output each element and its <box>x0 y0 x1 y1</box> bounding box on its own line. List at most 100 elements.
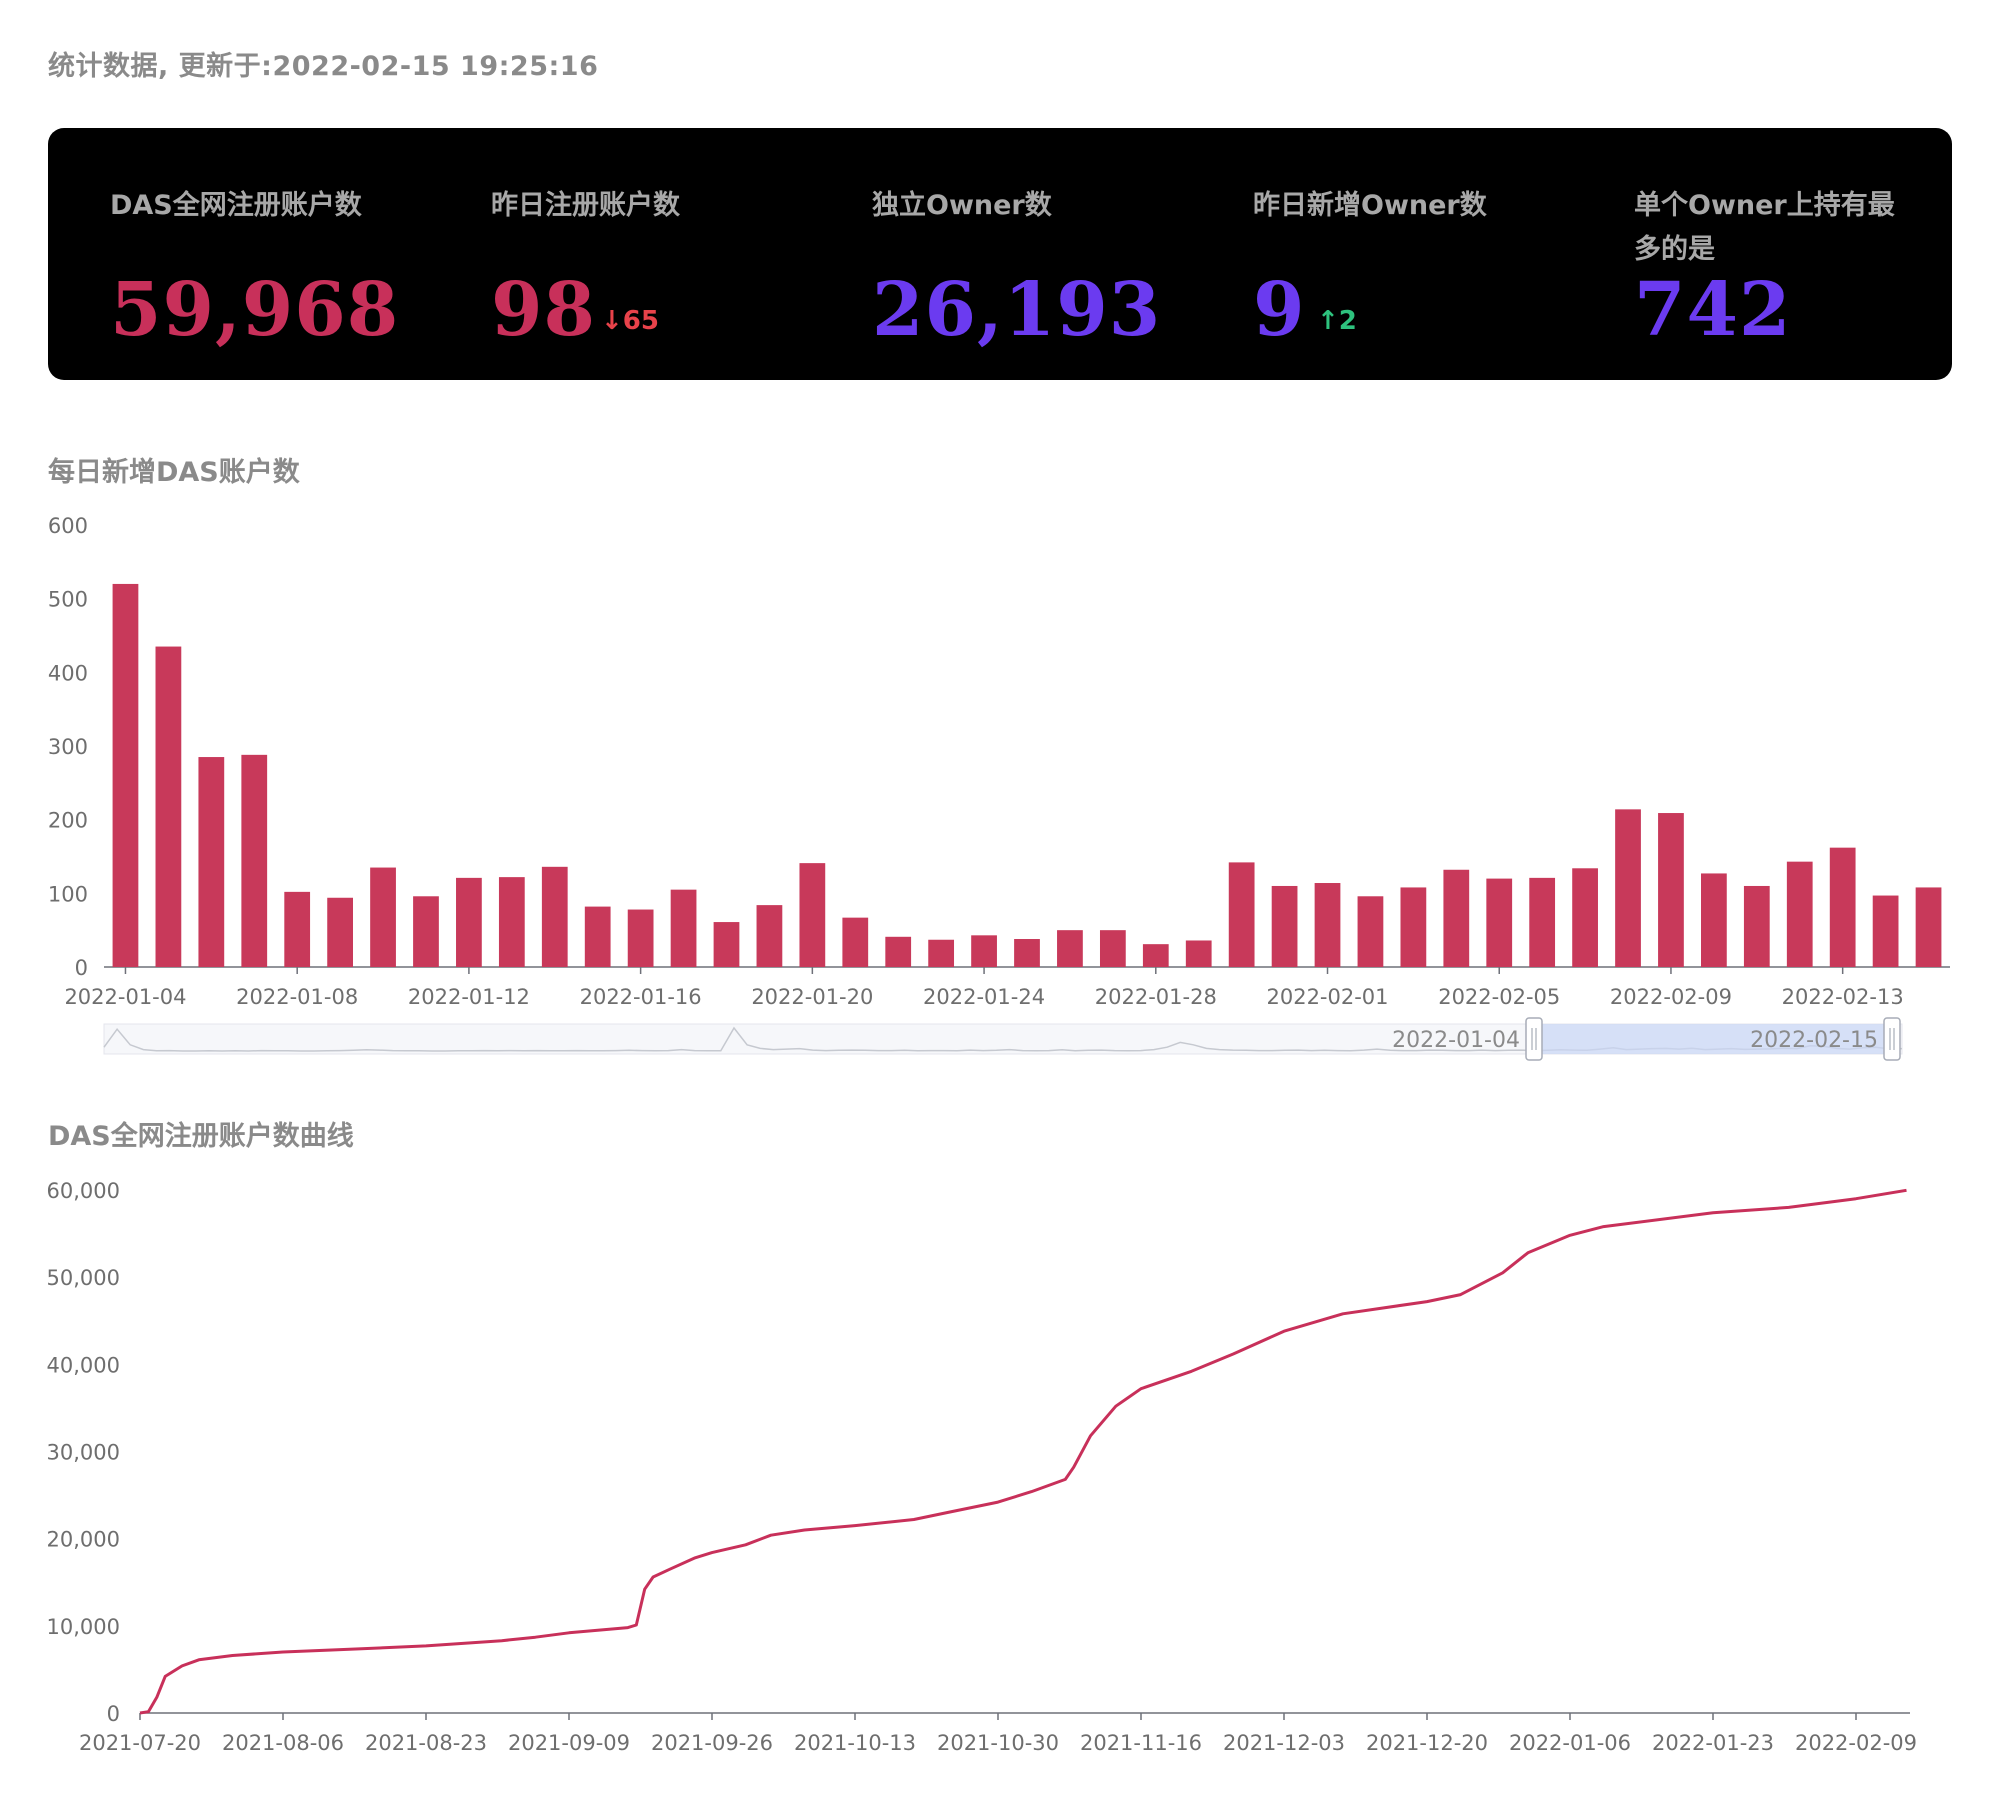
bar[interactable] <box>1829 847 1856 967</box>
x-tick-label: 2022-02-09 <box>1610 985 1732 1009</box>
cumulative-line-chart: 0 10,000 20,000 30,000 40,000 50,000 60,000 202… <box>47 1179 1918 1755</box>
y-tick-label: 0 <box>107 1702 120 1726</box>
increase-delta: ↑2 <box>1317 306 1357 336</box>
bar[interactable] <box>327 897 353 967</box>
x-tick-label: 2021-12-20 <box>1366 1731 1488 1755</box>
x-tick-label: 2022-02-05 <box>1438 985 1560 1009</box>
bar[interactable] <box>799 863 826 967</box>
x-tick-label: 2021-08-06 <box>222 1731 344 1755</box>
stat-yesterday-accounts: 昨日注册账户数 98 ↓65 <box>491 128 791 380</box>
bar[interactable] <box>1529 877 1556 967</box>
bar[interactable] <box>1228 862 1255 967</box>
bar[interactable] <box>1314 883 1341 967</box>
stat-unique-owners: 独立Owner数 26,193 <box>872 128 1172 380</box>
bar[interactable] <box>1185 940 1212 967</box>
bar[interactable] <box>498 877 525 967</box>
y-tick-label: 300 <box>48 735 88 759</box>
bar[interactable] <box>370 867 396 967</box>
x-tick-label: 2021-08-23 <box>365 1731 487 1755</box>
x-tick-label: 2021-07-20 <box>79 1731 201 1755</box>
x-tick-label: 2021-09-09 <box>508 1731 630 1755</box>
bar[interactable] <box>1915 887 1942 967</box>
bar[interactable] <box>1743 885 1770 967</box>
bar[interactable] <box>1271 885 1298 967</box>
x-tick-label: 2021-09-26 <box>651 1731 773 1755</box>
bar[interactable] <box>541 866 568 967</box>
bar[interactable] <box>1099 930 1126 967</box>
daily-chart-title: 每日新增DAS账户数 <box>48 457 300 488</box>
bar[interactable] <box>1357 896 1384 967</box>
cumulative-series-line[interactable] <box>139 1188 1907 1715</box>
bar[interactable] <box>413 896 439 967</box>
x-tick-label: 2022-01-28 <box>1095 985 1217 1009</box>
y-tick-label: 100 <box>48 882 88 906</box>
bar[interactable] <box>241 754 268 967</box>
bar[interactable] <box>885 936 912 967</box>
decrease-delta: ↓65 <box>601 306 659 336</box>
bar[interactable] <box>284 891 311 967</box>
stat-label: 昨日新增Owner数 <box>1253 190 1487 221</box>
bar[interactable] <box>928 939 955 967</box>
bar[interactable] <box>1872 895 1899 967</box>
x-tick-label: 2022-01-12 <box>408 985 530 1009</box>
stat-value: 98 <box>491 267 596 353</box>
zoom-selection[interactable] <box>1534 1024 1892 1054</box>
bar[interactable] <box>627 909 654 967</box>
y-tick-label: 20,000 <box>47 1528 120 1552</box>
bar[interactable] <box>1701 873 1727 967</box>
bar[interactable] <box>1057 930 1083 967</box>
bar[interactable] <box>842 917 869 967</box>
y-tick-label: 500 <box>48 588 88 612</box>
y-tick-label: 400 <box>48 661 88 685</box>
x-tick-label: 2022-01-06 <box>1509 1731 1631 1755</box>
x-tick-label: 2021-11-16 <box>1080 1731 1202 1755</box>
stats-panel: DAS全网注册账户数 59,968 昨日注册账户数 98 ↓65 独立Owner… <box>48 128 1952 380</box>
bar[interactable] <box>971 935 997 967</box>
bar[interactable] <box>1572 868 1598 967</box>
bar[interactable] <box>1443 869 1470 967</box>
y-tick-label: 600 <box>48 514 88 538</box>
x-tick-label: 2021-10-13 <box>794 1731 916 1755</box>
zoom-handle[interactable] <box>1883 1017 1901 1061</box>
bar[interactable] <box>713 922 740 967</box>
bar[interactable] <box>155 646 182 967</box>
bar[interactable] <box>1486 878 1513 967</box>
bar[interactable] <box>1786 861 1813 967</box>
bar[interactable] <box>1400 887 1427 967</box>
zoom-start-label: 2022-01-04 <box>1392 1028 1520 1053</box>
stat-label: 独立Owner数 <box>872 190 1052 221</box>
stat-value: 59,968 <box>110 267 400 353</box>
stat-label: 昨日注册账户数 <box>491 190 680 221</box>
y-tick-label: 30,000 <box>47 1441 120 1465</box>
y-tick-label: 40,000 <box>47 1353 120 1377</box>
y-tick-label: 200 <box>48 809 88 833</box>
bar[interactable] <box>1014 939 1040 967</box>
stat-value: 742 <box>1634 267 1792 353</box>
bar[interactable] <box>1142 944 1169 967</box>
stat-max-per-owner: 单个Owner上持有最多的是 742 <box>1634 128 1924 380</box>
bar[interactable] <box>1658 813 1684 967</box>
x-tick-label: 2022-01-23 <box>1652 1731 1774 1755</box>
stat-value: 9 <box>1253 267 1306 353</box>
daily-bar-chart: 0 100 200 300 400 500 600 2022-01-04 2022-01-08 2… <box>48 514 1950 1061</box>
stat-value: 26,193 <box>872 267 1162 353</box>
stat-total-accounts: DAS全网注册账户数 59,968 <box>110 128 410 380</box>
bar[interactable] <box>756 905 783 967</box>
zoom-handle[interactable] <box>1525 1017 1543 1061</box>
x-tick-label: 2022-01-16 <box>580 985 702 1009</box>
x-tick-label: 2022-02-09 <box>1795 1731 1917 1755</box>
bar[interactable] <box>1615 809 1641 967</box>
stat-label: 单个Owner上持有最多的是 <box>1634 190 1895 265</box>
bar[interactable] <box>198 757 225 967</box>
x-tick-label: 2022-01-08 <box>236 985 358 1009</box>
updated-timestamp: 统计数据, 更新于:2022-02-15 19:25:16 <box>48 51 599 82</box>
x-tick-label: 2022-02-13 <box>1782 985 1904 1009</box>
bar[interactable] <box>456 877 482 967</box>
y-tick-label: 0 <box>75 956 88 980</box>
x-tick-label: 2021-10-30 <box>937 1731 1059 1755</box>
x-tick-label: 2022-01-24 <box>923 985 1045 1009</box>
bar[interactable] <box>112 583 139 967</box>
y-tick-label: 60,000 <box>47 1179 120 1203</box>
bar[interactable] <box>584 906 611 967</box>
bar[interactable] <box>670 889 697 967</box>
